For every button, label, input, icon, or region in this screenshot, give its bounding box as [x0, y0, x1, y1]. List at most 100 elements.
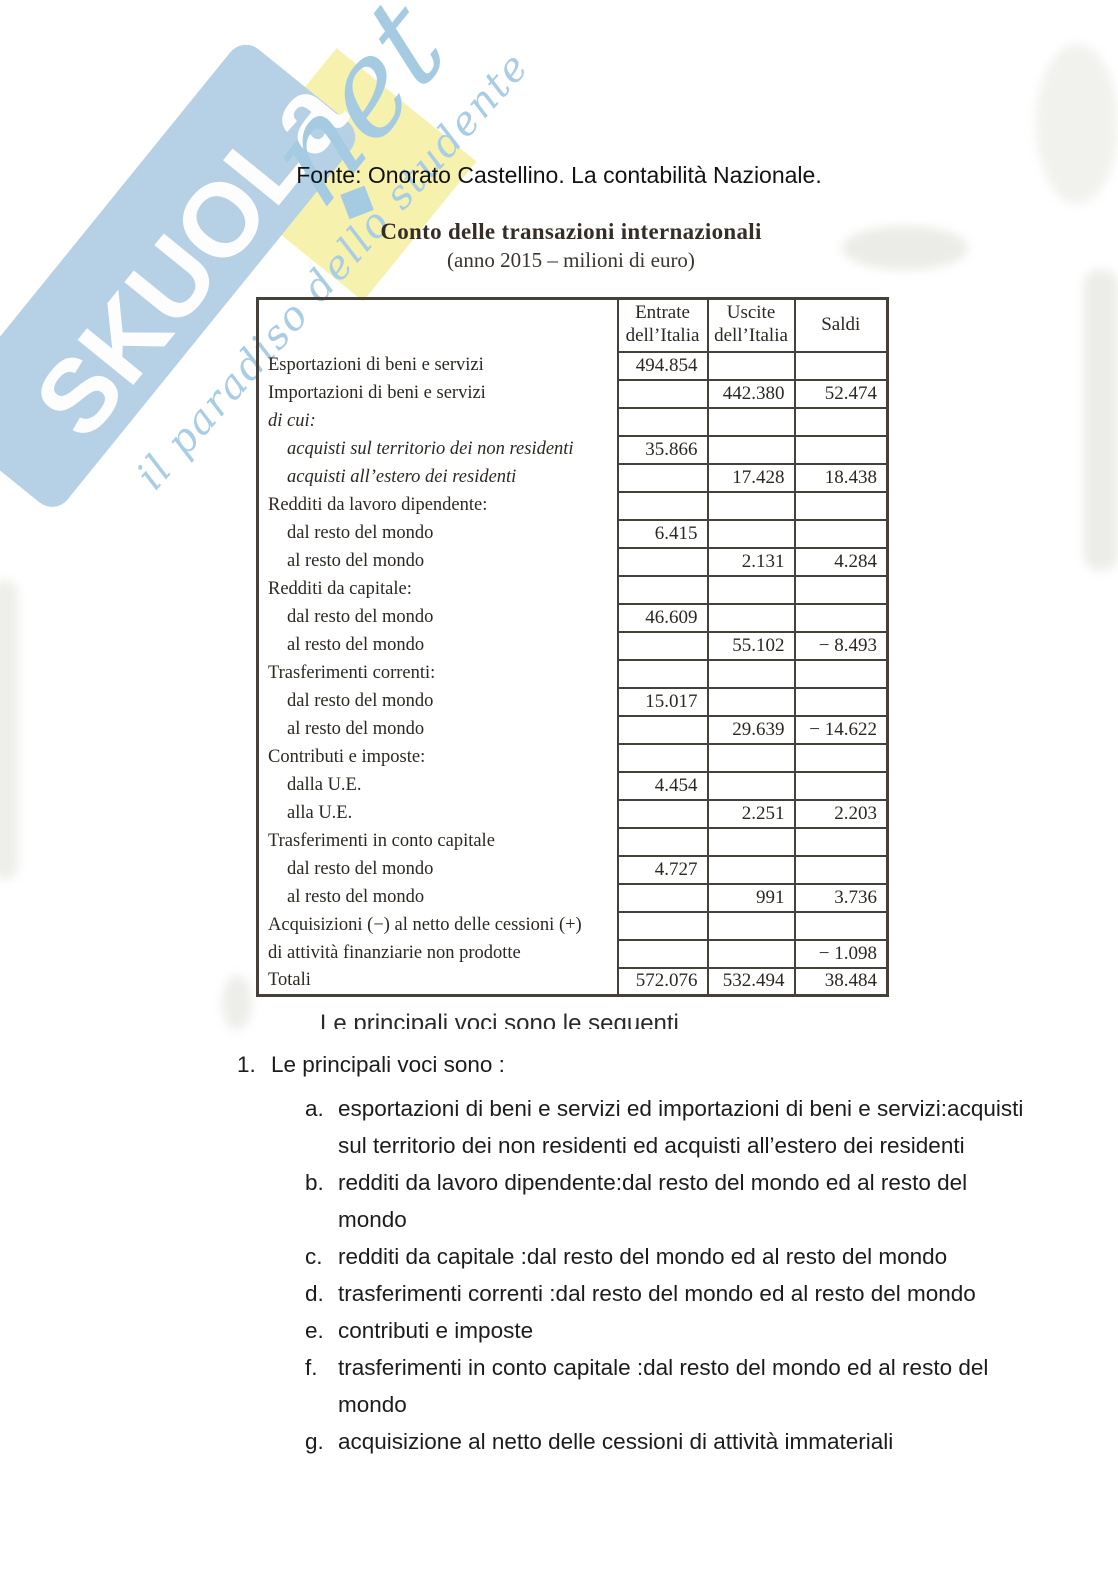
- cell-uscite: [706, 434, 796, 465]
- cell-entrate: 4.727: [616, 854, 709, 885]
- cell-saldi: [793, 770, 889, 801]
- cell-saldi: [793, 854, 889, 885]
- table-row: dal resto del mondo 6.415: [257, 518, 889, 549]
- cell-uscite: 442.380: [706, 378, 796, 409]
- row-label: dal resto del mondo: [257, 603, 619, 632]
- table-row: Importazioni di beni e servizi 442.380 52.…: [257, 378, 889, 409]
- table-row: Totali 572.076 532.494 38.484: [257, 966, 889, 997]
- row-label: dal resto del mondo: [257, 855, 619, 884]
- cell-uscite: [706, 938, 796, 969]
- row-label: al resto del mondo: [257, 715, 619, 744]
- transactions-table-body: Esportazioni di beni e servizi 494.854 Imp…: [257, 350, 889, 997]
- cell-uscite: [706, 350, 796, 381]
- cell-saldi: − 8.493: [793, 630, 889, 661]
- table-row: Redditi da lavoro dipendente:: [257, 490, 889, 521]
- table-row: dal resto del mondo 4.727: [257, 854, 889, 885]
- cell-uscite: [706, 574, 796, 605]
- cell-uscite: 17.428: [706, 462, 796, 493]
- row-label: dal resto del mondo: [257, 519, 619, 548]
- cell-saldi: [793, 350, 889, 381]
- list-item-marker: d.: [305, 1281, 324, 1306]
- cell-saldi: [793, 742, 889, 773]
- cell-entrate: [616, 630, 709, 661]
- cell-uscite: 29.639: [706, 714, 796, 745]
- table-title: Conto delle transazioni internazionali: [380, 219, 762, 244]
- cell-uscite: [706, 742, 796, 773]
- notes-heading: Le principali voci sono :: [271, 1052, 505, 1077]
- row-label: dal resto del mondo: [257, 687, 619, 716]
- table-row: dalla U.E. 4.454: [257, 770, 889, 801]
- notes-section: 1. Le principali voci sono : a. esportazi…: [237, 1048, 1037, 1460]
- cell-uscite: 2.251: [706, 798, 796, 829]
- cell-saldi: [793, 518, 889, 549]
- row-label: Importazioni di beni e servizi: [257, 379, 619, 408]
- table-row: dal resto del mondo 46.609: [257, 602, 889, 633]
- row-label: al resto del mondo: [257, 547, 619, 576]
- scan-smudge: [842, 226, 968, 270]
- table-row: di cui:: [257, 406, 889, 437]
- row-label: Trasferimenti correnti:: [257, 659, 619, 688]
- cell-saldi: [793, 658, 889, 689]
- cell-uscite: [706, 686, 796, 717]
- list-item: a. esportazioni di beni e servizi ed impo…: [305, 1090, 1037, 1164]
- cell-entrate: 35.866: [616, 434, 709, 465]
- cell-saldi: 38.484: [793, 966, 889, 997]
- row-label: di cui:: [257, 407, 619, 436]
- table-row: di attività finanziarie non prodotte − 1.…: [257, 938, 889, 969]
- cell-entrate: [616, 938, 709, 969]
- cell-uscite: [706, 406, 796, 437]
- cell-uscite: 991: [706, 882, 796, 913]
- cell-saldi: 4.284: [793, 546, 889, 577]
- list-item-text: trasferimenti correnti :dal resto del mo…: [338, 1281, 976, 1306]
- cell-saldi: [793, 910, 889, 941]
- cell-uscite: 2.131: [706, 546, 796, 577]
- cell-saldi: 18.438: [793, 462, 889, 493]
- list-item: c. redditi da capitale :dal resto del mon…: [305, 1238, 1037, 1275]
- table-row: al resto del mondo 55.102− 8.493: [257, 630, 889, 661]
- scan-smudge: [222, 975, 252, 1030]
- cell-saldi: 2.203: [793, 798, 889, 829]
- table-row: Contributi e imposte:: [257, 742, 889, 773]
- cell-entrate: [616, 658, 709, 689]
- notes-items: a. esportazioni di beni e servizi ed impo…: [305, 1090, 1037, 1460]
- cell-entrate: [616, 742, 709, 773]
- cell-saldi: − 1.098: [793, 938, 889, 969]
- cell-saldi: [793, 602, 889, 633]
- row-label: dalla U.E.: [257, 771, 619, 800]
- transactions-table: Entrate dell’Italia Uscite dell’Italia S…: [256, 297, 889, 997]
- table-row: acquisti sul territorio dei non resident…: [257, 434, 889, 465]
- table-row: Trasferimenti correnti:: [257, 658, 889, 689]
- row-label: Acquisizioni (−) al netto delle cessioni…: [257, 911, 619, 940]
- cell-saldi: [793, 490, 889, 521]
- list-item-marker: a.: [305, 1096, 324, 1121]
- table-row: al resto del mondo 29.639− 14.622: [257, 714, 889, 745]
- col-header-saldi: Saldi: [793, 297, 889, 353]
- cell-entrate: [616, 462, 709, 493]
- row-label: Redditi da capitale:: [257, 575, 619, 604]
- scan-smudge: [1036, 44, 1118, 204]
- notes-number: 1.: [237, 1052, 256, 1077]
- cell-entrate: 6.415: [616, 518, 709, 549]
- row-label: acquisti all’estero dei residenti: [257, 463, 619, 492]
- cell-saldi: [793, 406, 889, 437]
- row-label: alla U.E.: [257, 799, 619, 828]
- table-row: al resto del mondo 991 3.736: [257, 882, 889, 913]
- list-item-text: acquisizione al netto delle cessioni di …: [338, 1429, 894, 1454]
- list-item: d. trasferimenti correnti :dal resto del …: [305, 1275, 1037, 1312]
- cell-saldi: [793, 686, 889, 717]
- cell-uscite: 532.494: [706, 966, 796, 997]
- list-item-text: redditi da lavoro dipendente:dal resto d…: [338, 1170, 968, 1232]
- cell-uscite: [706, 658, 796, 689]
- list-item-marker: f.: [305, 1355, 318, 1380]
- row-label: acquisti sul territorio dei non resident…: [257, 435, 619, 464]
- table-row: al resto del mondo 2.131 4.284: [257, 546, 889, 577]
- row-label: di attività finanziarie non prodotte: [257, 939, 619, 968]
- row-label: Trasferimenti in conto capitale: [257, 827, 619, 856]
- cell-entrate: [616, 378, 709, 409]
- scan-smudge: [0, 580, 18, 880]
- table-row: acquisti all’estero dei residenti 17.428 1…: [257, 462, 889, 493]
- cell-uscite: [706, 770, 796, 801]
- cell-entrate: [616, 714, 709, 745]
